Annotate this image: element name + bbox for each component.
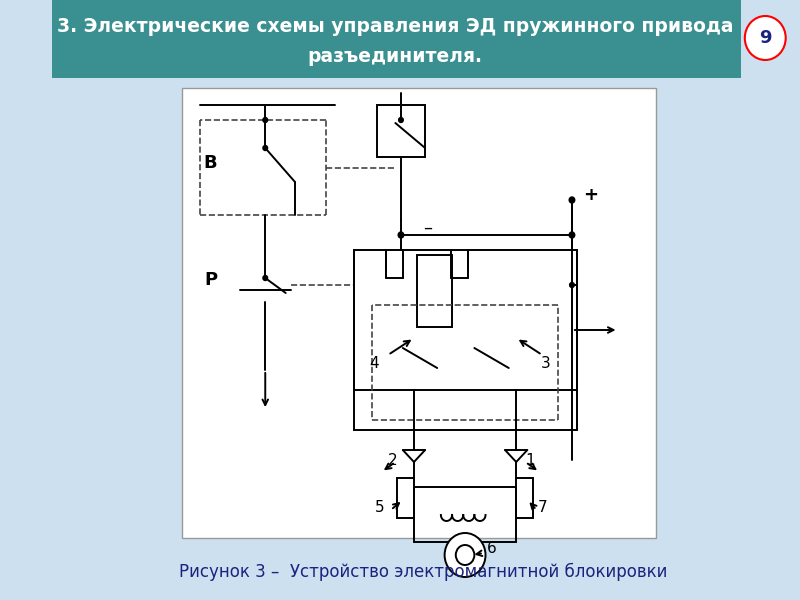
- Circle shape: [263, 118, 267, 122]
- Circle shape: [456, 545, 474, 565]
- Bar: [354, 250, 577, 430]
- Circle shape: [569, 197, 574, 203]
- Circle shape: [570, 283, 574, 287]
- Bar: [51, 0, 741, 78]
- Circle shape: [569, 232, 574, 238]
- Text: 5: 5: [375, 500, 385, 515]
- Text: 4: 4: [370, 356, 379, 371]
- Bar: [398, 478, 414, 518]
- Text: разъединителя.: разъединителя.: [308, 46, 483, 65]
- Text: Рисунок 3 –  Устройство электромагнитной блокировки: Рисунок 3 – Устройство электромагнитной …: [179, 563, 667, 581]
- Text: 7: 7: [538, 500, 547, 515]
- Bar: [377, 105, 425, 157]
- Text: –: –: [423, 219, 432, 237]
- Circle shape: [263, 145, 267, 151]
- Bar: [417, 255, 452, 327]
- Bar: [414, 487, 516, 542]
- Text: 6: 6: [486, 541, 496, 556]
- Text: 9: 9: [759, 29, 771, 47]
- Circle shape: [745, 16, 786, 60]
- Text: 2: 2: [388, 453, 398, 468]
- Bar: [516, 478, 533, 518]
- Circle shape: [398, 232, 404, 238]
- Text: Р: Р: [205, 271, 218, 289]
- Text: +: +: [583, 186, 598, 204]
- Circle shape: [445, 533, 486, 577]
- Text: 3. Электрические схемы управления ЭД пружинного привода: 3. Электрические схемы управления ЭД пру…: [57, 16, 734, 35]
- Bar: [182, 88, 655, 538]
- Circle shape: [263, 275, 267, 280]
- Text: 3: 3: [542, 356, 551, 371]
- Circle shape: [398, 118, 403, 122]
- Text: В: В: [203, 154, 217, 172]
- Text: 1: 1: [526, 453, 535, 468]
